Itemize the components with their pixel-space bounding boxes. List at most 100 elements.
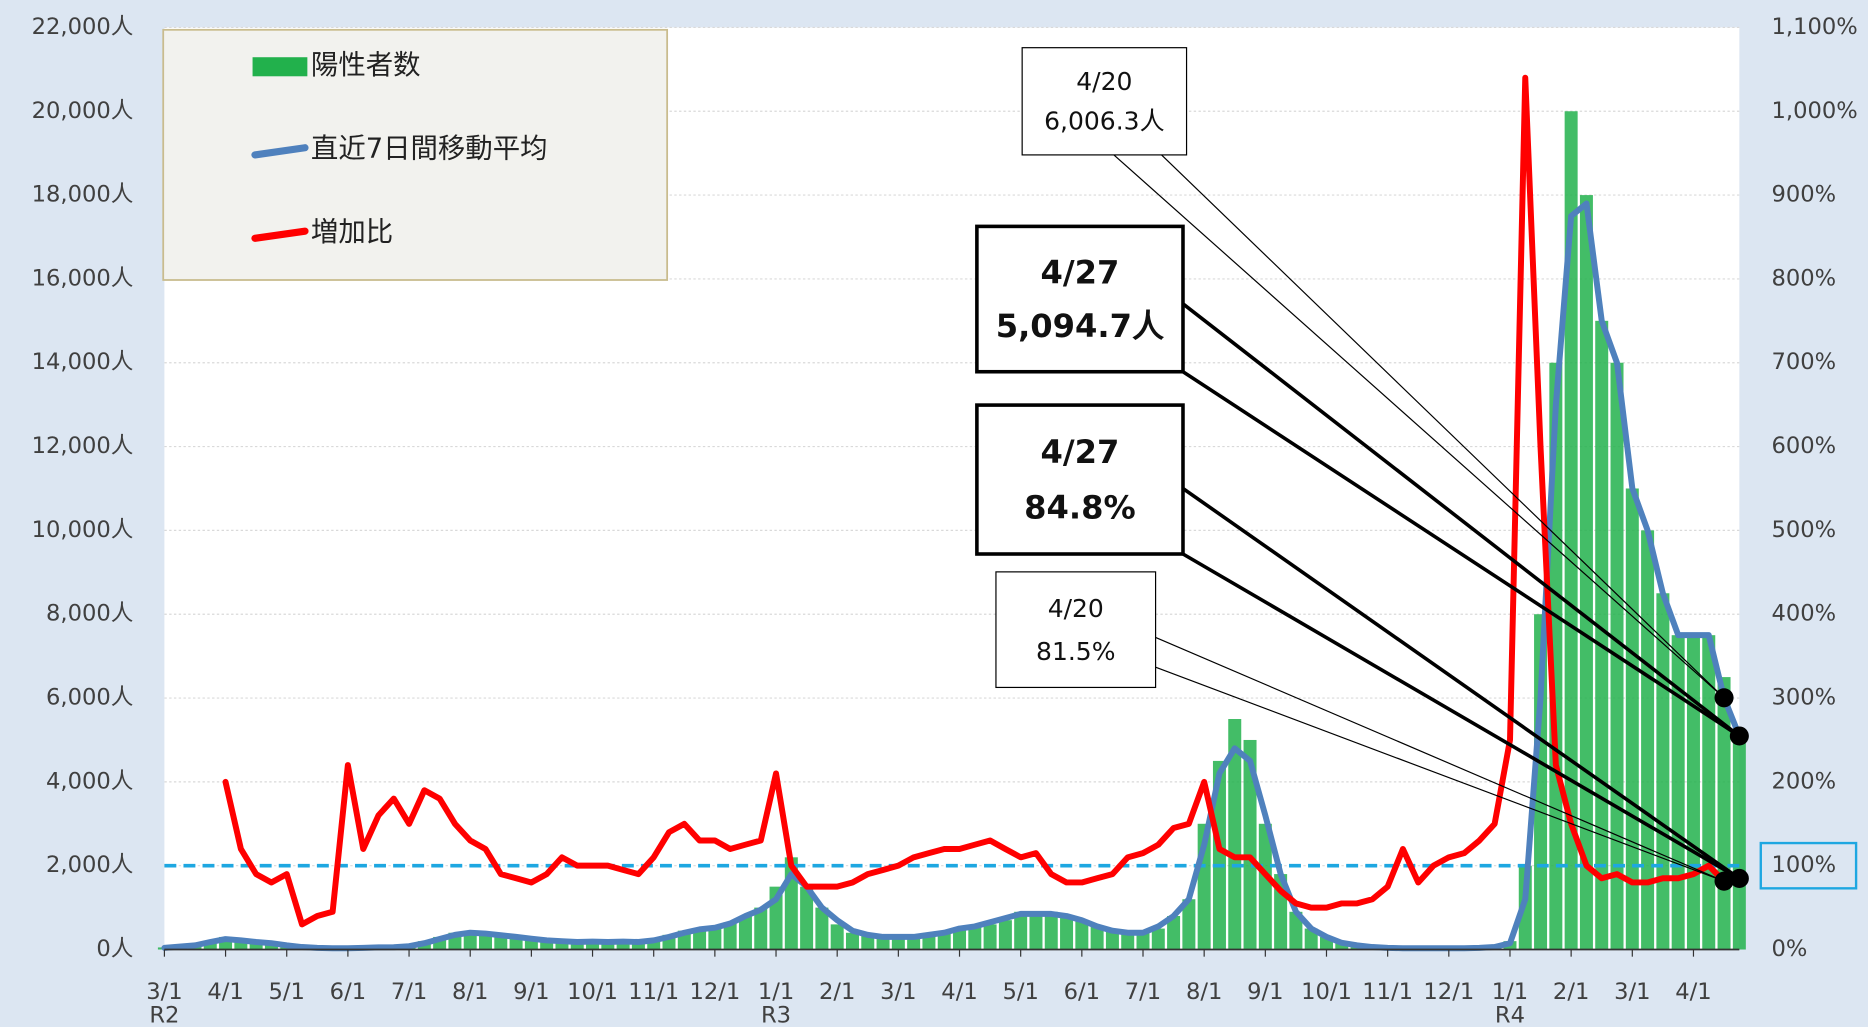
y2-tick-label: 900% (1772, 182, 1837, 208)
y2-tick-label: 1,100% (1772, 14, 1858, 40)
bar (1686, 635, 1700, 950)
bar (1075, 920, 1089, 950)
bar (1304, 928, 1318, 950)
bar (723, 922, 737, 950)
y2-tick-label: 500% (1772, 517, 1837, 543)
bar (998, 920, 1012, 950)
annotation-box (995, 571, 1157, 689)
bar (968, 926, 982, 950)
x-tick-label: 6/1 (330, 979, 366, 1005)
line (161, 200, 1743, 952)
x-tick-label: 4/1 (941, 979, 977, 1005)
legend-label: 増加比 (311, 217, 393, 248)
era-label: R2 (149, 1003, 179, 1027)
annotation-box (975, 403, 1185, 556)
bar (1289, 911, 1303, 950)
y-tick-label: 6,000人 (46, 685, 133, 711)
x-tick-label: 1/1 (758, 979, 794, 1005)
bar (586, 941, 600, 950)
bar (983, 924, 997, 950)
bar (1044, 911, 1058, 950)
annotation-point (1729, 868, 1749, 888)
y2-tick-label: 600% (1772, 433, 1837, 459)
annotation-text: 4/20 (1076, 67, 1132, 96)
y-tick-label: 12,000人 (32, 433, 134, 459)
bar (907, 936, 921, 950)
x-tick-label: 1/1 (1492, 979, 1528, 1005)
bar (601, 941, 615, 950)
leader-line (1161, 154, 1725, 699)
bar (479, 933, 493, 950)
y-tick-label: 4,000人 (46, 768, 133, 794)
y-tick-label: 10,000人 (32, 517, 134, 543)
y2-tick-label: 1,000% (1772, 98, 1858, 124)
y-tick-label: 8,000人 (46, 601, 133, 627)
bar (845, 932, 859, 950)
era-label: R4 (1495, 1003, 1525, 1027)
bar (1595, 320, 1609, 950)
bar (249, 941, 263, 950)
legend-box (162, 28, 669, 281)
bar (1151, 928, 1165, 950)
bar (937, 932, 951, 950)
bar (264, 943, 278, 950)
bar (922, 934, 936, 950)
annotations: 4/20 6,006.3人 4/27 5,094.7人 4/27 84.8% 4/20 81.… (975, 47, 1749, 891)
x-tick-label: 6/1 (1064, 979, 1100, 1005)
annotation-text: 84.8% (1024, 488, 1136, 526)
x-tick-label: 11/1 (1362, 979, 1413, 1005)
y-tick-label: 22,000人 (32, 14, 134, 40)
bar (463, 932, 477, 950)
y-tick-label: 14,000人 (32, 349, 134, 375)
axes: 0人 2,000人 4,000人 6,000人 8,000人 10,000人 12,000人… (32, 14, 1858, 1027)
annotation-point (1714, 688, 1734, 708)
bar (1243, 739, 1257, 950)
annotation-text: 6,006.3人 (1044, 107, 1164, 136)
bar (555, 941, 569, 950)
annotation-text: 4/27 (1041, 433, 1120, 471)
y-tick-label: 20,000人 (32, 98, 134, 124)
bar (953, 928, 967, 950)
bar (1167, 915, 1181, 950)
bar (708, 926, 722, 950)
y-tick-label: 18,000人 (32, 182, 134, 208)
x-tick-label: 10/1 (567, 979, 618, 1005)
x-tick-label: 7/1 (391, 979, 427, 1005)
x-tick-label: 3/1 (1614, 979, 1650, 1005)
x-tick-label: 12/1 (1423, 979, 1474, 1005)
x-tick-label: 8/1 (452, 979, 488, 1005)
bar (1060, 915, 1074, 950)
annotation-point (1714, 871, 1734, 891)
x-tick-label: 7/1 (1125, 979, 1161, 1005)
y2-tick-label: 700% (1772, 349, 1837, 375)
y2-tick-label: 300% (1772, 685, 1837, 711)
y2-tick-label: 200% (1772, 768, 1837, 794)
bar (570, 941, 584, 950)
y2-tick-label: 0% (1772, 936, 1808, 962)
bar (616, 941, 630, 950)
bar (1029, 915, 1043, 950)
bar (876, 936, 890, 950)
legend-swatch (251, 144, 309, 159)
x-tick-label: 12/1 (689, 979, 740, 1005)
bar (1564, 111, 1578, 950)
annotation-box (975, 224, 1185, 374)
leader-line (1113, 154, 1725, 699)
x-tick-label: 8/1 (1186, 979, 1222, 1005)
bar (1090, 926, 1104, 950)
bar (540, 941, 554, 950)
marks (157, 74, 1746, 952)
x-tick-label: 3/1 (880, 979, 916, 1005)
annotation-box (1021, 47, 1188, 156)
bar (1136, 932, 1150, 950)
y2-tick-label: 800% (1772, 265, 1837, 291)
bar (1212, 760, 1226, 950)
bar (1121, 932, 1135, 950)
bar (830, 924, 844, 950)
bar (1182, 899, 1196, 950)
legend-label: 陽性者数 (311, 50, 421, 81)
bar (861, 934, 875, 950)
x-tick-label: 3/1 (146, 979, 182, 1005)
x-tick-label: 2/1 (1553, 979, 1589, 1005)
